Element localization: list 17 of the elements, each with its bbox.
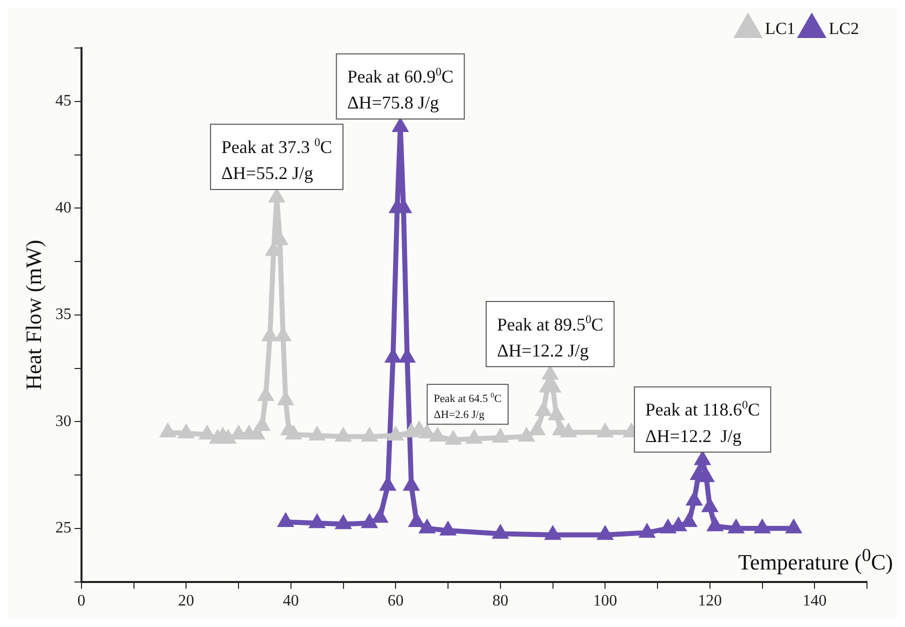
y-tick-label: 25 [55, 520, 72, 537]
legend-label: LC1 [765, 18, 796, 38]
x-tick-label: 40 [282, 592, 299, 610]
x-tick-label: 80 [492, 592, 508, 610]
y-axis-title: Heat Flow (mW) [20, 240, 46, 390]
x-tick-label: 20 [178, 592, 194, 610]
x-tick-label: 120 [698, 592, 722, 610]
y-tick-label: 45 [55, 92, 72, 110]
x-tick-label: 60 [388, 592, 404, 610]
x-tick-label: 140 [802, 592, 827, 610]
legend-label: LC2 [828, 18, 860, 38]
y-tick-label: 35 [55, 306, 72, 324]
x-axis-title: Temperature ($^{0}$C) [738, 544, 893, 575]
y-tick-label: 30 [55, 412, 72, 430]
y-tick-label: 40 [55, 199, 72, 216]
x-tick-label: 0 [77, 592, 86, 610]
x-tick-label: 100 [593, 592, 618, 610]
